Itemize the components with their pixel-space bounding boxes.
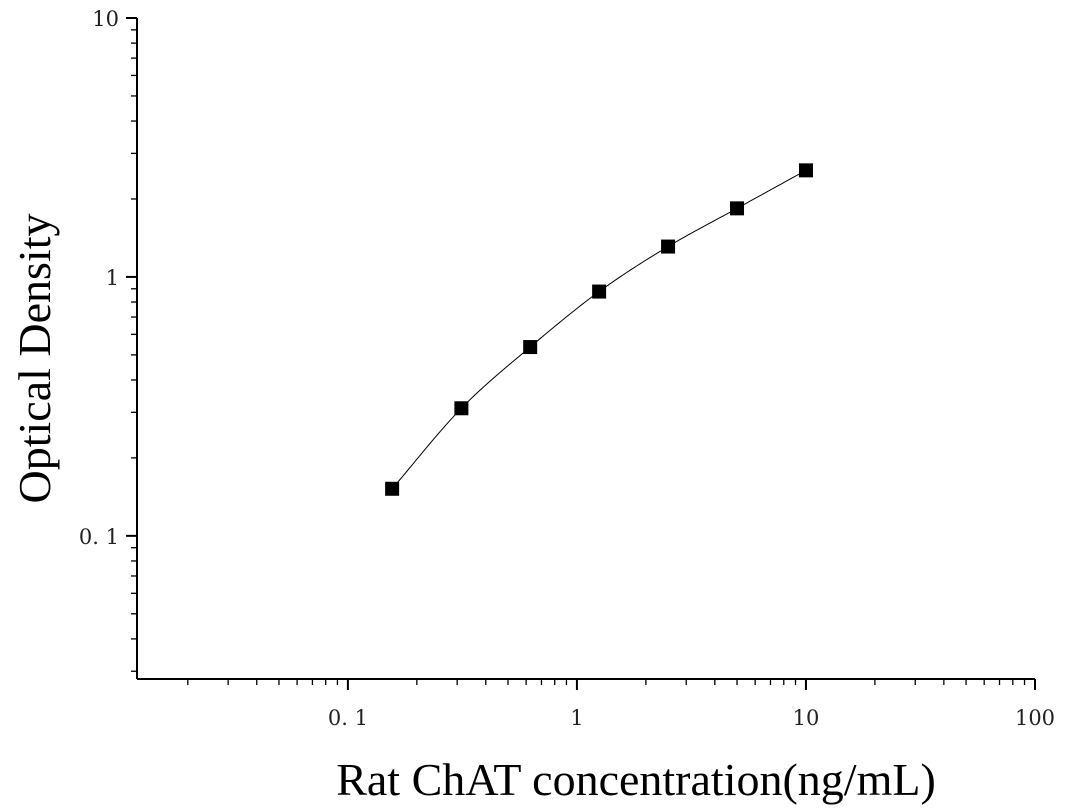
y-tick-label: 0. 1 (79, 525, 119, 549)
data-point (661, 239, 676, 254)
y-tick-label: 10 (92, 7, 119, 31)
x-tick-label: 100 (1015, 706, 1055, 730)
data-point (730, 201, 745, 216)
fit-curve (391, 169, 807, 490)
data-point (454, 401, 469, 416)
data-point (523, 340, 538, 355)
x-tick-label: 0. 1 (328, 706, 368, 730)
x-axis-title: Rat ChAT concentration(ng/mL) (336, 754, 936, 805)
x-axis-ticks: 0. 1 1 10 100 (187, 679, 1055, 730)
data-point (385, 481, 400, 496)
x-tick-label: 1 (570, 706, 583, 730)
data-point (798, 163, 813, 178)
axes: 0. 1 1 10 100 0. 1 1 10 (79, 7, 1055, 730)
y-axis-title: Optical Density (9, 214, 60, 504)
data-point (592, 284, 607, 299)
data-points (385, 163, 813, 496)
x-tick-label: 10 (793, 706, 820, 730)
y-tick-label: 1 (106, 266, 119, 290)
y-axis-ticks: 0. 1 1 10 (79, 7, 137, 672)
